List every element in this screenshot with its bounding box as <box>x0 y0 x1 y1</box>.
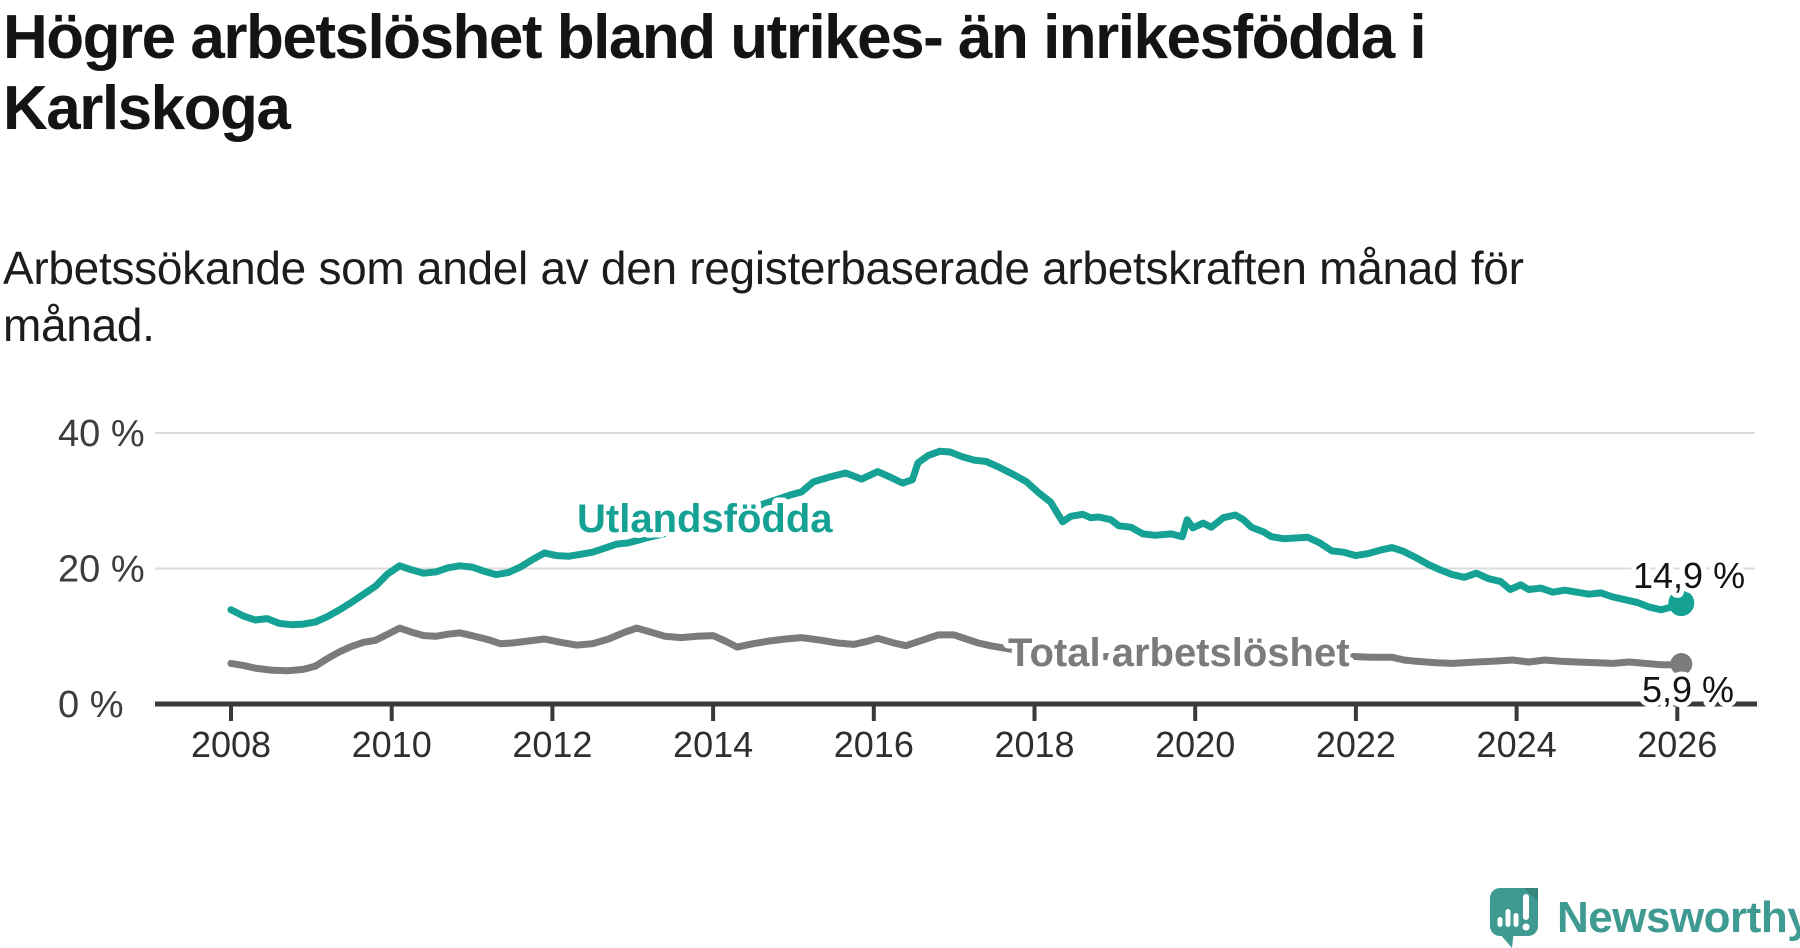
end-value-label-total: 5,9 % <box>1642 669 1734 710</box>
x-tick-label: 2012 <box>512 724 592 765</box>
brand-wordmark: Newsworthy <box>1557 893 1800 942</box>
series-end-dot <box>1668 590 1695 617</box>
gridlines <box>155 432 1755 570</box>
title-line-2: Karlskoga <box>3 74 291 143</box>
y-tick-label: 0 % <box>58 684 123 726</box>
x-tick-label: 2014 <box>673 724 753 765</box>
chart-subtitle: Arbetssökande som andel av den registerb… <box>3 240 1524 354</box>
newsworthy-logo: Newsworthy <box>1490 888 1800 948</box>
axes: 0 % 20 % 40 % 2008 2010 2012 2014 2016 2018 2020 2… <box>58 413 1757 765</box>
series-label-utlandsfodda: Utlandsfödda <box>577 497 833 541</box>
y-tick-label: 20 % <box>58 549 145 591</box>
x-tick-label: 2018 <box>994 724 1074 765</box>
x-tick-label: 2020 <box>1155 724 1235 765</box>
x-tick-label: 2010 <box>352 724 432 765</box>
title-line-1: Högre arbetslöshet bland utrikes- än inr… <box>3 3 1427 72</box>
series-line <box>227 447 1685 629</box>
series-end-dot <box>1670 653 1693 676</box>
x-tick-label: 2008 <box>191 724 271 765</box>
x-tick-label: 2024 <box>1477 724 1557 765</box>
x-tick-label: 2022 <box>1316 724 1396 765</box>
subtitle-line-2: månad. <box>3 299 155 351</box>
y-tick-label: 40 % <box>58 413 145 455</box>
page-title: Högre arbetslöshet bland utrikes- än inr… <box>3 2 1427 144</box>
subtitle-line-1: Arbetssökande som andel av den registerb… <box>3 242 1524 294</box>
series-label-total-arbetsloshet: Total arbetslöshet <box>1008 631 1350 675</box>
x-tick-label: 2016 <box>834 724 914 765</box>
series-lines <box>227 447 1695 676</box>
series-line <box>227 624 1685 675</box>
x-tick-label: 2026 <box>1637 724 1717 765</box>
end-value-label-utlandsfodda: 14,9 % <box>1633 555 1745 596</box>
bar-chart-speech-bubble-icon <box>1490 888 1538 948</box>
